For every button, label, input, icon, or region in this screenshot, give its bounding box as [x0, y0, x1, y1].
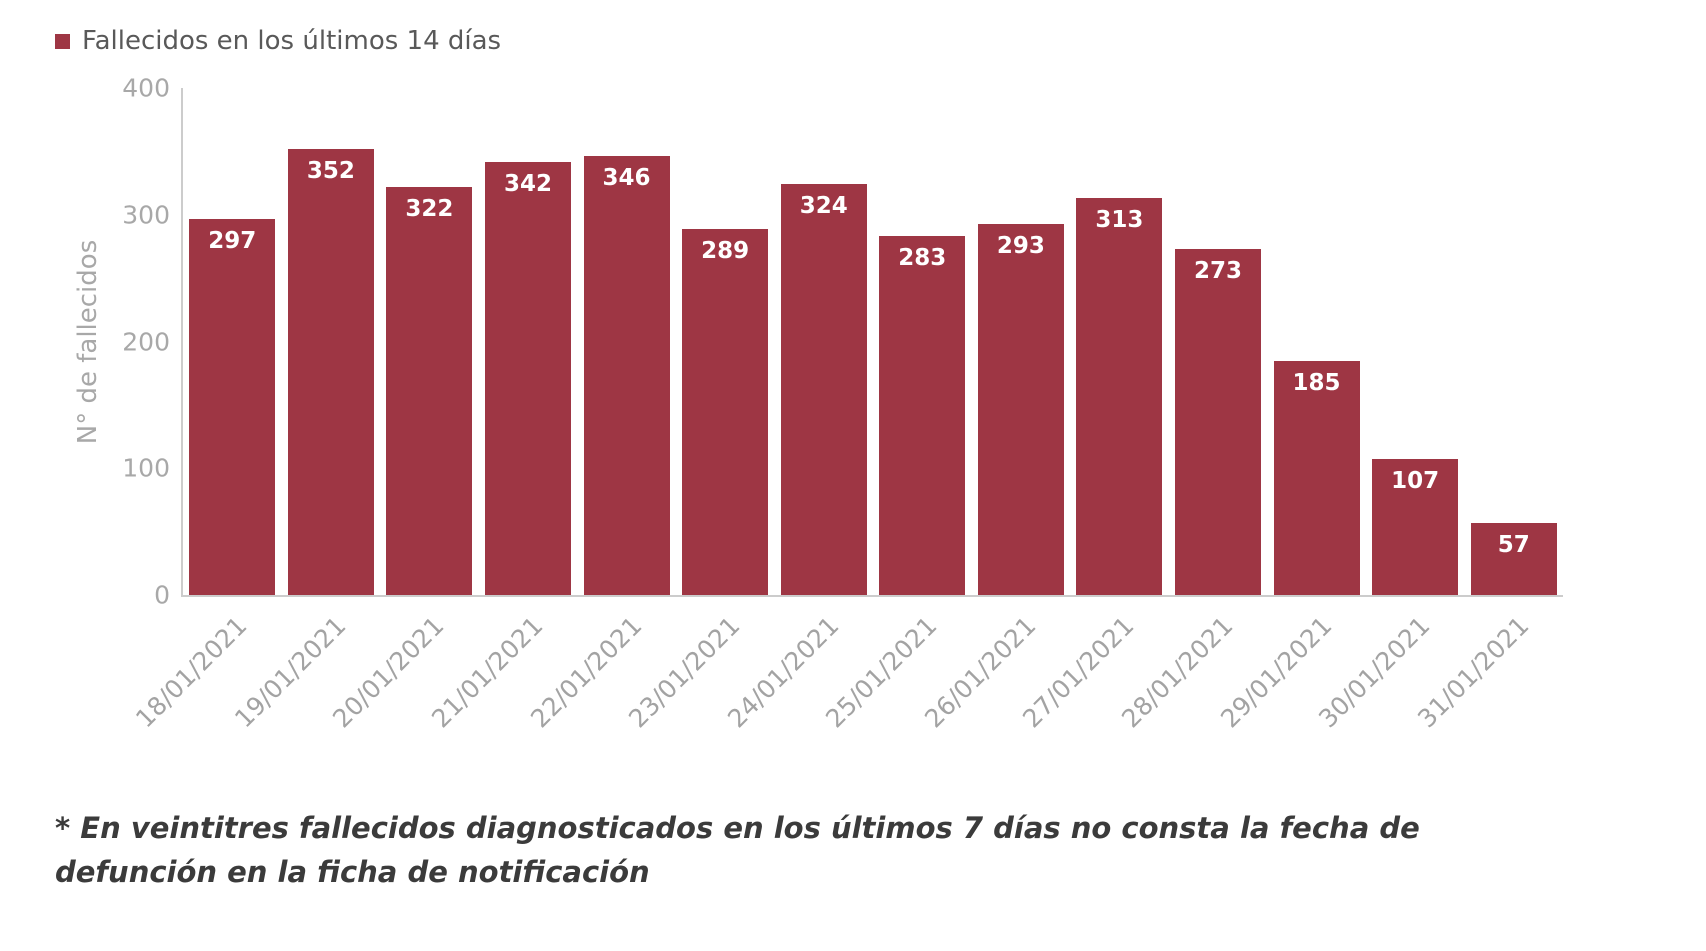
bar-value-label: 107 [1391, 468, 1440, 494]
bar: 293 [977, 224, 1064, 595]
bar-value-label: 324 [799, 193, 848, 219]
bar-value-label: 283 [898, 245, 947, 271]
footnote: * En veintitres fallecidos diagnosticado… [55, 811, 1420, 889]
bar: 352 [287, 149, 374, 595]
bar: 324 [780, 184, 867, 595]
y-axis-ticks: 0 100 200 300 400 [0, 74, 170, 610]
plot-area: 297 18/01/2021 352 19/01/2021 322 20/01/2021 3… [130, 88, 1563, 733]
bar-value-label: 289 [701, 238, 750, 264]
bar-value-label: 322 [405, 196, 454, 222]
y-tick-label: 300 [122, 200, 170, 230]
bar: 346 [583, 156, 670, 595]
legend-label: Fallecidos en los últimos 14 días [82, 26, 502, 56]
bar: 322 [386, 187, 473, 595]
bar-value-label: 185 [1292, 370, 1341, 396]
bar-value-label: 293 [996, 233, 1045, 259]
y-tick-label: 400 [122, 73, 170, 103]
y-tick-label: 100 [122, 453, 170, 483]
bar: 107 [1372, 459, 1459, 595]
bar: 273 [1175, 249, 1261, 595]
y-tick-label: 0 [154, 580, 170, 610]
bar-value-label: 313 [1095, 207, 1144, 233]
legend: Fallecidos en los últimos 14 días [55, 26, 501, 56]
bar: 283 [879, 236, 966, 595]
bar: 289 [682, 229, 769, 595]
bar: 313 [1076, 198, 1163, 595]
bar-value-label: 346 [602, 165, 651, 191]
bar-value-label: 297 [208, 228, 257, 254]
legend-swatch-icon [55, 33, 70, 49]
bar-value-label: 57 [1497, 532, 1530, 558]
bar: 185 [1273, 361, 1360, 595]
bar: 342 [485, 162, 571, 595]
y-tick-label: 200 [122, 327, 170, 356]
bar-value-label: 273 [1193, 258, 1242, 284]
bar: 57 [1470, 523, 1557, 595]
bar-value-label: 342 [503, 171, 552, 197]
bar-value-label: 352 [306, 158, 355, 184]
bar: 297 [189, 219, 276, 595]
